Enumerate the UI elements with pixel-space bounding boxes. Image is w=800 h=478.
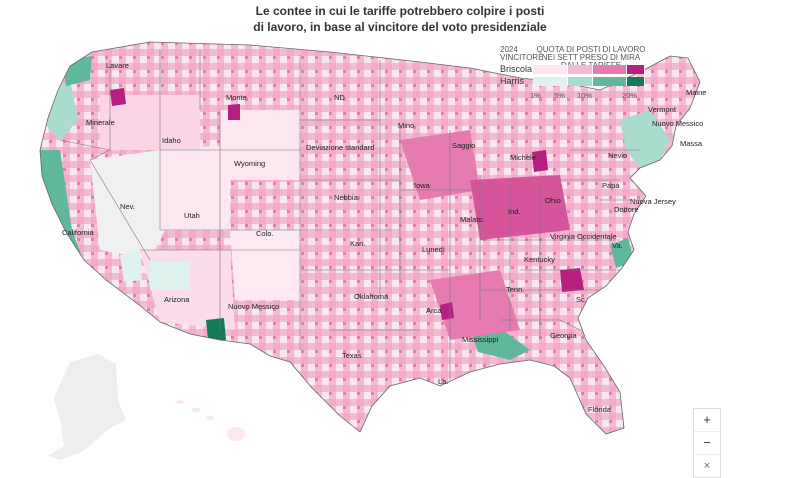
label-la: La.: [438, 377, 448, 386]
label-vermont: Vermont: [648, 105, 677, 114]
label-lunedi: Lunedì: [422, 245, 445, 254]
label-california: California: [62, 228, 95, 237]
us-outline: [39, 41, 701, 435]
idaho-oregon-region: [100, 95, 200, 150]
label-nm: Nuovo Messico: [228, 302, 279, 311]
southwest-harris: [120, 250, 142, 282]
legend-ticks: 1% 5% 10% 20%: [528, 91, 650, 101]
swatch-harris-4: [627, 77, 645, 86]
legend-swatches-harris: [533, 77, 645, 86]
tick-5pct: 5%: [554, 91, 565, 100]
label-dottore: Dottore: [614, 205, 639, 214]
title-line-1: Le contee in cui le tariffe potrebbero c…: [255, 4, 545, 18]
label-sd: Deviazione standard: [306, 143, 374, 152]
swatch-harris-2: [567, 77, 594, 86]
swatch-trump-3: [593, 65, 628, 74]
title-line-2: di lavoro, in base al vincitore del voto…: [253, 20, 547, 34]
legend-row-harris: Harris: [500, 76, 650, 88]
label-massa: Massa: [680, 139, 703, 148]
label-idaho: Idaho: [162, 136, 181, 145]
arizona-harris: [150, 262, 190, 290]
state-labels: Lavare Monte ND Minerale Idaho Wyoming D…: [62, 61, 706, 414]
label-florida: Florida: [588, 405, 612, 414]
label-nd: ND: [334, 93, 345, 102]
label-ohio: Ohio: [545, 196, 561, 205]
label-wv: Virginia Occidentale: [550, 232, 617, 241]
label-wyoming: Wyoming: [234, 159, 265, 168]
label-georgia: Georgia: [550, 331, 578, 340]
label-nev: Nev.: [120, 202, 135, 211]
label-va: Va.: [612, 241, 623, 250]
zoom-reset-button[interactable]: ×: [703, 460, 711, 472]
label-minerale: Minerale: [86, 118, 115, 127]
nevada-region: [90, 150, 180, 260]
montana-dark: [228, 104, 240, 120]
legend-row-trump: Briscola: [500, 64, 650, 76]
legend-label-harris: Harris: [500, 76, 524, 86]
swatch-harris-3: [593, 77, 628, 86]
label-arizona: Arizona: [164, 295, 190, 304]
tick-1pct: 1%: [530, 91, 541, 100]
legend-swatches-trump: [533, 65, 645, 74]
zoom-out-button[interactable]: −: [694, 432, 720, 455]
idaho-dark: [110, 88, 126, 106]
label-kentucky: Kentucky: [524, 255, 555, 264]
label-sc: Sc.: [576, 295, 587, 304]
zoom-controls: + − ×: [693, 408, 721, 478]
label-texas: Texas: [342, 351, 362, 360]
carolina-dark: [560, 268, 584, 292]
swatch-trump-4: [627, 65, 645, 74]
label-oklahoma: Oklahoma: [354, 292, 389, 301]
swatch-trump-1: [533, 65, 568, 74]
legend-winner-header: 2024 VINCITORE: [500, 45, 544, 62]
label-ind: Ind.: [508, 207, 521, 216]
new-mexico-region: [230, 230, 300, 300]
label-malato: Malato.: [460, 215, 485, 224]
indiana-ohio-trump: [470, 175, 570, 240]
label-nj: Nuova Jersey: [630, 197, 676, 206]
hawaii: [176, 400, 245, 441]
label-nebbia: Nebbia.: [334, 193, 360, 202]
new-england-harris: [620, 110, 670, 168]
michigan-dark: [532, 150, 548, 172]
label-michele: Michele: [510, 153, 536, 162]
swatch-harris-1: [533, 77, 568, 86]
label-mino: Mino: [398, 121, 414, 130]
black-belt-harris: [470, 328, 530, 360]
mississippi-alabama-trump: [430, 270, 520, 340]
state-borders: [59, 50, 640, 380]
label-saggio: Saggio: [452, 141, 475, 150]
label-lavare: Lavare: [106, 61, 129, 70]
label-nevio: Nevio: [608, 151, 627, 160]
alaska: [48, 354, 126, 460]
label-utah: Utah: [184, 211, 200, 220]
label-mississippi: Mississippi: [462, 335, 499, 344]
map-title: Le contee in cui le tariffe potrebbero c…: [200, 3, 600, 35]
legend-label-trump: Briscola: [500, 64, 533, 74]
arkansas-dark: [440, 302, 454, 320]
swatch-trump-2: [567, 65, 594, 74]
zoom-in-button[interactable]: +: [694, 409, 720, 432]
utah-region: [160, 145, 230, 230]
label-papa: Papà: [602, 181, 620, 190]
label-tenn: Tenn.: [506, 285, 524, 294]
label-iowa: Iowa: [414, 181, 431, 190]
wyoming-region: [220, 110, 300, 180]
label-kan: Kan.: [350, 239, 365, 248]
label-maine: Maine: [686, 88, 706, 97]
wisconsin-iowa-trump: [400, 130, 480, 200]
label-monte: Monte: [226, 93, 247, 102]
tick-10pct: 10%: [577, 91, 593, 100]
california-coast: [40, 150, 84, 266]
label-arca: Arca: [426, 306, 442, 315]
tick-20pct: 20%: [622, 91, 638, 100]
navajo-harris: [206, 318, 226, 340]
label-colo: Colo.: [256, 229, 274, 238]
label-nh: Nuovo Messico: [652, 119, 703, 128]
